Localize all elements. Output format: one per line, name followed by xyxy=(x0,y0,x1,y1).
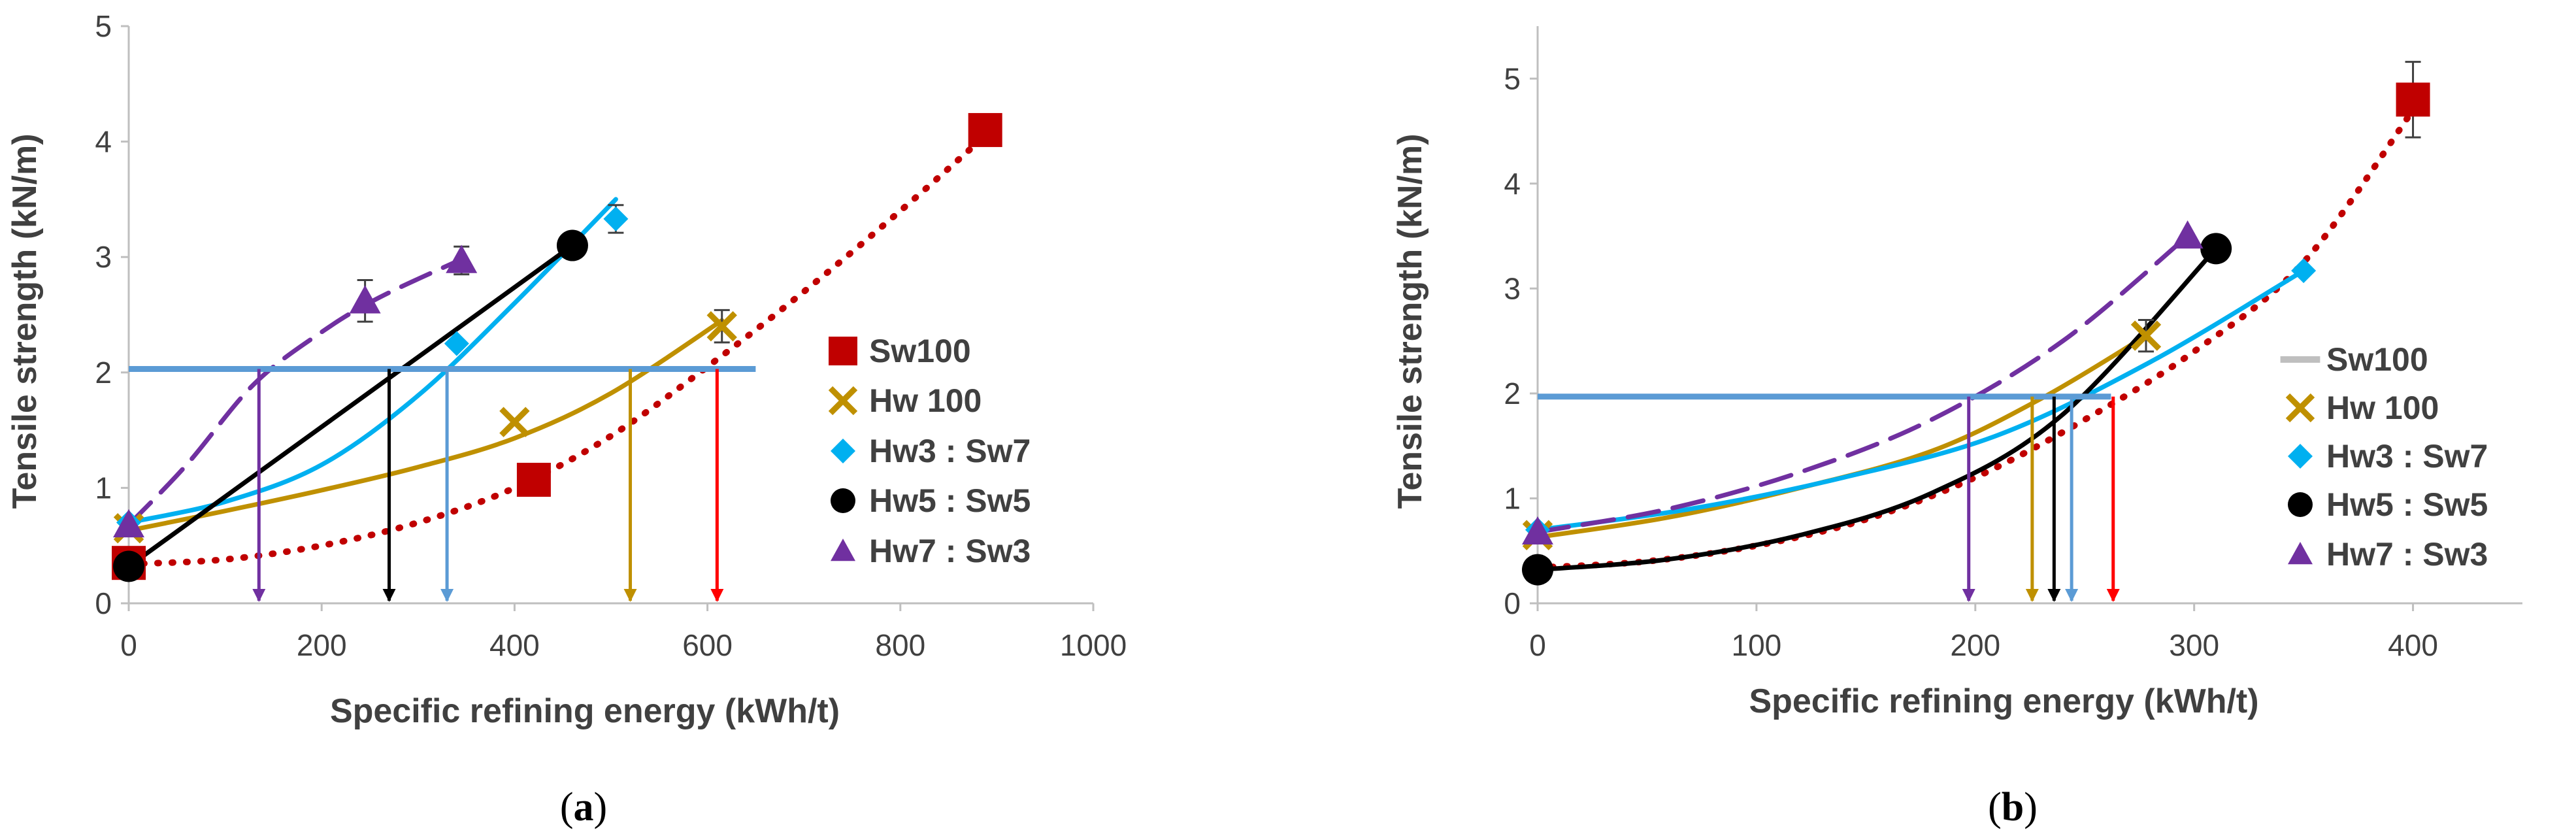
panel-a-legend-marker-Hw3Sw7 xyxy=(831,439,855,463)
caption-close-paren: ) xyxy=(594,785,608,829)
panel-a-point-Hw3Sw7 xyxy=(603,206,629,231)
panel-a-x-tick-label: 200 xyxy=(297,628,347,662)
panel-a-point-Hw7Sw3 xyxy=(349,285,381,314)
panel-b-legend-marker-Hw7Sw3 xyxy=(2288,542,2313,565)
panel-a-legend-label-Hw3Sw7: Hw3 : Sw7 xyxy=(869,433,1031,469)
panel-a-point-Sw100 xyxy=(968,112,1002,147)
caption-letter: a xyxy=(574,785,594,829)
caption-open-paren: ( xyxy=(560,785,574,829)
panel-a-y-tick-label: 5 xyxy=(95,9,112,43)
panel-a-legend-label-Hw5Sw5: Hw5 : Sw5 xyxy=(869,482,1031,519)
panel-b-point-Sw100 xyxy=(2396,82,2430,117)
panel-a-x-tick-label: 600 xyxy=(682,628,733,662)
panel-b-x-axis-title: Specific refining energy (kWh/t) xyxy=(1749,682,2258,720)
panel-b-point-Hw3Sw7 xyxy=(2291,258,2317,284)
panel-b-legend-marker-Hw100 xyxy=(2285,393,2315,423)
panel-b-legend-label-Hw100: Hw 100 xyxy=(2326,390,2439,426)
caption-close-paren: ) xyxy=(2024,785,2038,829)
panel-a-point-Hw7Sw3 xyxy=(113,509,144,538)
panel-a-trend-Hw100 xyxy=(126,318,725,533)
panel-a-trend-Hw7Sw3 xyxy=(126,257,464,527)
panel-b-x-tick-label: 0 xyxy=(1529,628,1546,662)
panel-a-point-Hw100 xyxy=(706,310,737,342)
panel-a-point-Hw100 xyxy=(499,407,530,437)
panel-b-x-tick-label: 100 xyxy=(1732,628,1782,662)
panel-b-point-Hw7Sw3 xyxy=(1522,516,1553,545)
panel-a-y-tick-label: 4 xyxy=(95,125,112,159)
panel-a-point-Hw5Sw5 xyxy=(113,550,144,582)
panel-a-x-tick-label: 800 xyxy=(875,628,925,662)
panel-a-legend-marker-Sw100 xyxy=(829,337,857,365)
panel-a-x-tick-label: 0 xyxy=(120,628,137,662)
panel-a-legend-label-Hw100: Hw 100 xyxy=(869,382,982,419)
panel-b-x-tick-label: 200 xyxy=(1950,628,2000,662)
panel-b-point-Hw5Sw5 xyxy=(1522,554,1553,586)
panel-b-y-tick-label: 5 xyxy=(1504,61,1521,95)
caption-letter: b xyxy=(2002,785,2024,829)
panel-b-x-tick-label: 300 xyxy=(2169,628,2219,662)
panel-a-trend-Hw5Sw5 xyxy=(126,243,575,569)
caption-open-paren: ( xyxy=(1988,785,2002,829)
panel-b-legend-label-Hw3Sw7: Hw3 : Sw7 xyxy=(2326,438,2488,475)
panel-a-chart: 0 1 2 3 4 5 0 200 400 600 800 1000 Specific refining… xyxy=(6,9,1127,829)
panel-b-trend-Hw5Sw5 xyxy=(1535,246,2219,573)
panel-b-trend-Sw100 xyxy=(1534,107,2417,571)
panel-b-y-tick-label: 3 xyxy=(1504,271,1521,305)
panel-b-trend-Hw3Sw7 xyxy=(1535,268,2306,533)
panel-a-trend-Sw100 xyxy=(125,132,989,567)
panel-a-point-Hw7Sw3 xyxy=(446,244,478,273)
panel-b-point-Hw5Sw5 xyxy=(2200,233,2232,265)
panel-a-y-tick-label: 0 xyxy=(95,586,112,620)
panel-b-legend-marker-Hw3Sw7 xyxy=(2288,444,2313,469)
panel-b-legend-marker-Hw5Sw5 xyxy=(2288,492,2313,517)
panel-b-chart: 0 1 2 3 4 5 0 100 200 300 400 Specific refining ene… xyxy=(1391,26,2522,829)
panel-b-y-tick-label: 0 xyxy=(1504,586,1521,620)
panel-a-legend-marker-Hw7Sw3 xyxy=(831,539,855,561)
panel-b-trend-Hw7Sw3 xyxy=(1535,233,2190,535)
panel-b-y-tick-label: 4 xyxy=(1504,167,1521,201)
panel-a-y-tick-label: 3 xyxy=(95,240,112,274)
panel-a-x-tick-label: 1000 xyxy=(1060,628,1127,662)
panel-a-legend-marker-Hw100 xyxy=(828,386,858,416)
panel-b-x-tick-label: 400 xyxy=(2388,628,2438,662)
panel-a-caption: (a) xyxy=(560,785,607,829)
panel-b-y-axis-title: Tensile strength (kN/m) xyxy=(1391,133,1429,509)
panel-b-y-tick-label: 2 xyxy=(1504,376,1521,410)
panel-b-point-Hw7Sw3 xyxy=(2171,220,2204,249)
panel-a-x-axis-title: Specific refining energy (kWh/t) xyxy=(330,692,840,730)
panel-a-trend-Hw3Sw7 xyxy=(126,197,618,525)
panel-a-legend-label-Sw100: Sw100 xyxy=(869,333,971,369)
panel-b-y-tick-label: 1 xyxy=(1504,481,1521,515)
panel-a-point-Hw3Sw7 xyxy=(444,331,469,356)
panel-a-legend-marker-Hw5Sw5 xyxy=(831,488,855,513)
panel-b-legend-label-Hw5Sw5: Hw5 : Sw5 xyxy=(2326,486,2488,523)
panel-a-point-Sw100 xyxy=(516,463,551,497)
panel-b-point-Hw100 xyxy=(2130,320,2162,351)
panel-b-legend-label-Sw100: Sw100 xyxy=(2326,341,2428,378)
panel-a-legend-label-Hw7Sw3: Hw7 : Sw3 xyxy=(869,533,1031,569)
panel-b-legend-label-Hw7Sw3: Hw7 : Sw3 xyxy=(2326,536,2488,573)
panel-a-y-tick-label: 1 xyxy=(95,471,112,505)
panel-a-x-tick-label: 400 xyxy=(489,628,540,662)
panel-a-y-tick-label: 2 xyxy=(95,356,112,390)
panel-b-caption: (b) xyxy=(1988,785,2038,829)
panel-a-y-axis-title: Tensile strength (kN/m) xyxy=(6,133,44,509)
panel-a-point-Hw5Sw5 xyxy=(556,229,588,261)
